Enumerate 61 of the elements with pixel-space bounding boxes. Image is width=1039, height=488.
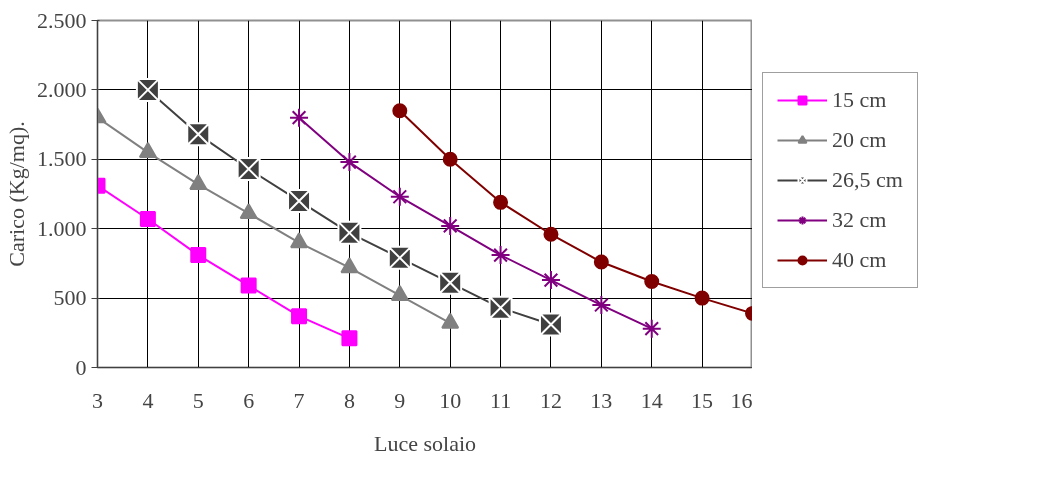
point (291, 308, 308, 325)
y-tick-label: 2.000 (37, 76, 87, 102)
y-tick-label: 500 (53, 285, 87, 311)
y-tick-label: 1.500 (37, 146, 87, 172)
point (440, 215, 461, 236)
legend-label: 40 cm (832, 247, 887, 273)
point (493, 194, 509, 210)
x-tick-label: 15 (691, 387, 714, 413)
point (341, 330, 358, 347)
legend-label: 32 cm (832, 207, 887, 233)
point (438, 270, 463, 295)
x-tick-label: 8 (343, 387, 355, 413)
point (490, 245, 511, 266)
point (189, 174, 208, 190)
point (641, 318, 662, 339)
x-tick-label: 16 (730, 387, 753, 413)
point (591, 295, 612, 316)
legend-label: 20 cm (832, 127, 887, 153)
point (186, 122, 211, 147)
y-tick-label: 2.500 (37, 7, 87, 33)
x-tick-label: 6 (243, 387, 255, 413)
point (442, 151, 458, 167)
x-tick-label: 13 (590, 387, 613, 413)
y-tick-label: 1.000 (37, 215, 87, 241)
point (240, 277, 257, 294)
point (236, 157, 261, 182)
point (488, 295, 513, 320)
point (139, 210, 156, 227)
x-tick-label: 7 (293, 387, 305, 413)
legend-label: 15 cm (832, 87, 887, 113)
point (694, 290, 710, 306)
point (387, 245, 412, 270)
legend-label: 26,5 cm (832, 167, 903, 193)
y-axis-title: Carico (Kg/mq). (4, 121, 29, 267)
point (543, 226, 559, 242)
point (340, 257, 359, 274)
x-tick-label: 14 (640, 387, 663, 413)
point (239, 203, 258, 220)
point (339, 152, 360, 173)
x-tick-label: 4 (142, 387, 154, 413)
x-tick-label: 12 (539, 387, 562, 413)
point (135, 77, 160, 102)
point (389, 186, 410, 207)
point (290, 232, 309, 249)
point (190, 247, 207, 264)
point (337, 220, 362, 245)
x-tick-label: 5 (192, 387, 204, 413)
x-tick-label: 10 (439, 387, 462, 413)
point (644, 273, 660, 289)
point (593, 254, 609, 270)
x-tick-label: 11 (489, 387, 512, 413)
point (538, 312, 563, 337)
x-tick-label: 9 (394, 387, 406, 413)
y-tick-label: 0 (75, 354, 87, 380)
point (392, 103, 408, 119)
x-tick-label: 3 (92, 387, 103, 413)
point (138, 142, 157, 158)
point (289, 107, 310, 128)
x-axis-title: Luce solaio (373, 430, 477, 456)
point (287, 188, 312, 213)
point (540, 270, 561, 291)
